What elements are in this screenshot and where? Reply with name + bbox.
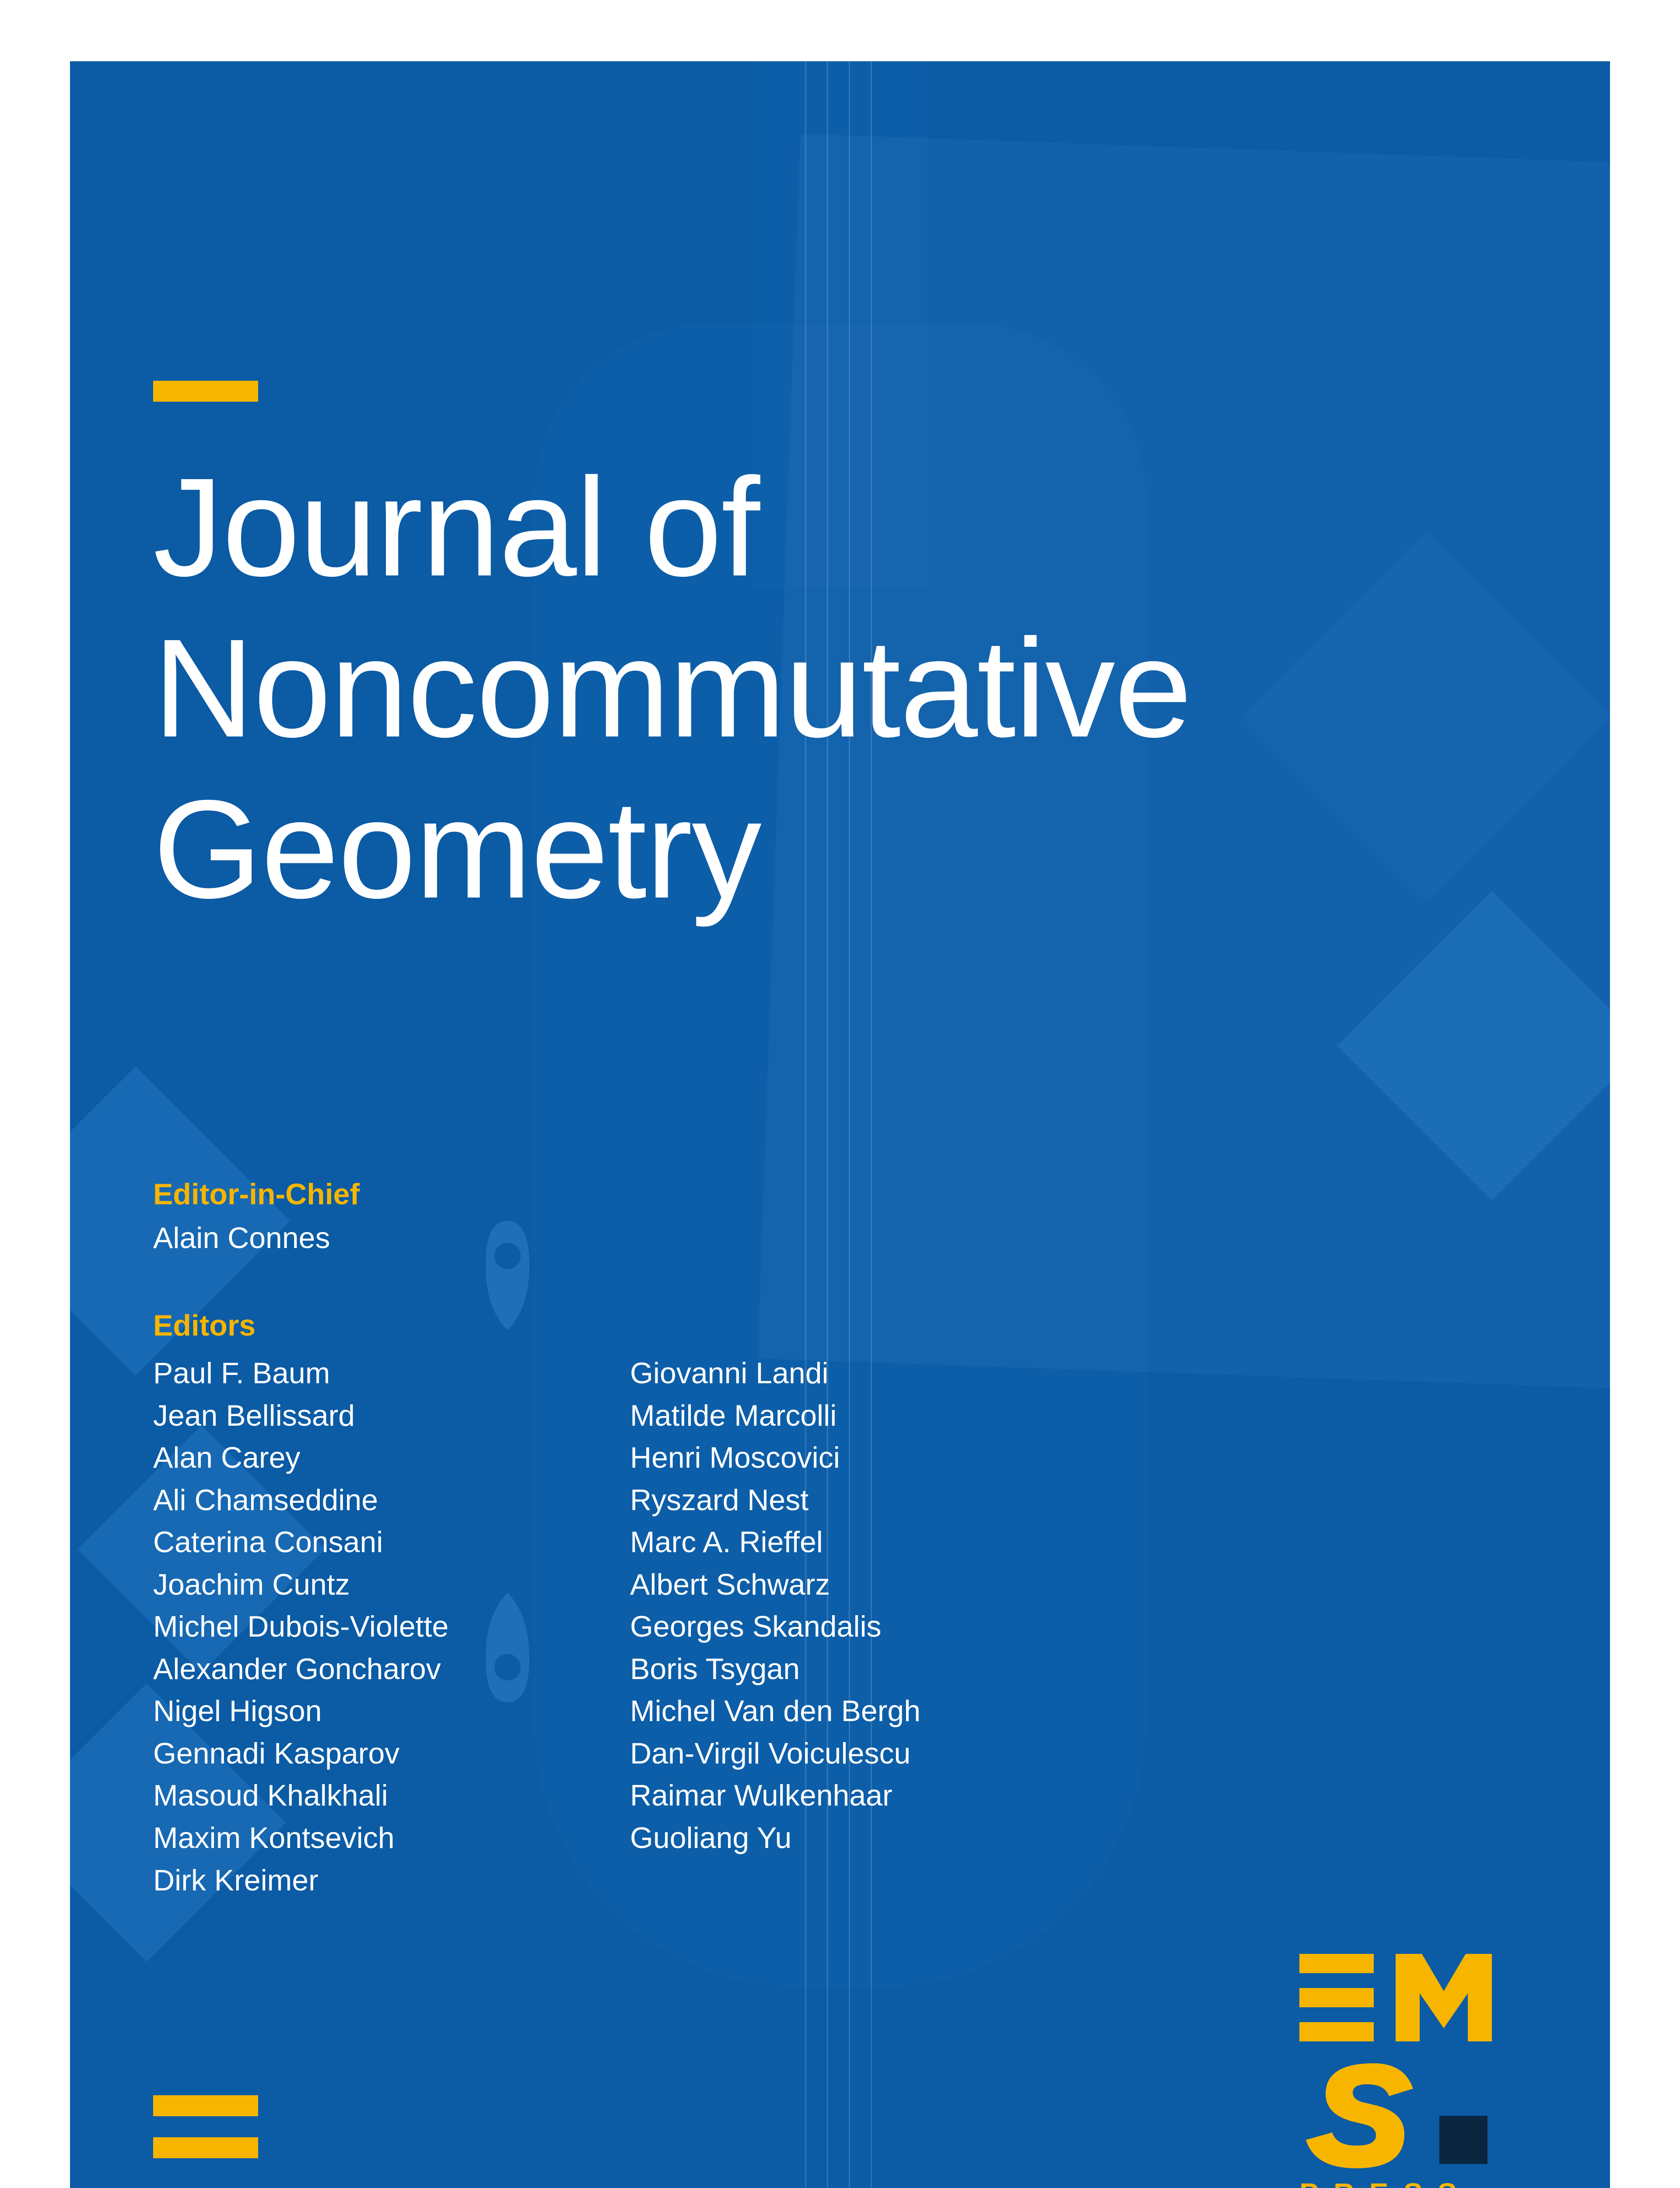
accent-bar xyxy=(153,2095,258,2116)
accent-bars-bottom xyxy=(153,2095,258,2179)
violin-strings xyxy=(796,61,884,2188)
editor-name: Dirk Kreimer xyxy=(153,1859,448,1902)
editor-name: Henri Moscovici xyxy=(630,1437,920,1479)
editor-name: Caterina Consani xyxy=(153,1521,448,1564)
editors-label: Editors xyxy=(153,1308,256,1343)
editors-column-1: Paul F. Baum Jean Bellissard Alan Carey … xyxy=(153,1352,448,1901)
journal-title: Journal of Noncommutative Geometry xyxy=(153,446,1191,929)
title-line: Journal of xyxy=(153,446,1191,607)
editor-name: Joachim Cuntz xyxy=(153,1564,448,1606)
editor-name: Ali Chamseddine xyxy=(153,1479,448,1522)
editor-name: Nigel Higson xyxy=(153,1690,448,1732)
ems-press-logo-icon: PRESS xyxy=(1299,1954,1509,2188)
title-line: Geometry xyxy=(153,768,1191,929)
editor-name: Giovanni Landi xyxy=(630,1352,920,1395)
editor-name: Masoud Khalkhali xyxy=(153,1774,448,1817)
violin-string xyxy=(805,61,806,2188)
editor-name: Michel Van den Bergh xyxy=(630,1690,920,1732)
accent-bar-top xyxy=(153,381,258,402)
editor-name: Ryszard Nest xyxy=(630,1479,920,1522)
editor-name: Jean Bellissard xyxy=(153,1395,448,1437)
editor-name: Georges Skandalis xyxy=(630,1606,920,1648)
title-line: Noncommutative xyxy=(153,607,1191,768)
editor-name: Raimar Wulkenhaar xyxy=(630,1774,920,1817)
editor-name: Marc A. Rieffel xyxy=(630,1521,920,1564)
journal-cover: Journal of Noncommutative Geometry Edito… xyxy=(70,61,1610,2188)
editor-name: Michel Dubois-Violette xyxy=(153,1606,448,1648)
editor-name: Paul F. Baum xyxy=(153,1352,448,1395)
svg-text:PRESS: PRESS xyxy=(1299,2177,1472,2188)
violin-string xyxy=(827,61,828,2188)
editors-column-2: Giovanni Landi Matilde Marcolli Henri Mo… xyxy=(630,1352,920,1859)
violin-string xyxy=(871,61,872,2188)
editor-name: Gennadi Kasparov xyxy=(153,1732,448,1775)
accent-bar xyxy=(153,2137,258,2158)
editor-name: Guoliang Yu xyxy=(630,1817,920,1859)
violin-string xyxy=(849,61,850,2188)
editor-name: Boris Tsygan xyxy=(630,1648,920,1690)
editor-name: Alan Carey xyxy=(153,1437,448,1479)
editor-name: Dan-Virgil Voiculescu xyxy=(630,1732,920,1775)
editor-in-chief-label: Editor-in-Chief xyxy=(153,1177,360,1211)
editor-in-chief-name: Alain Connes xyxy=(153,1221,330,1255)
publisher-logo: PRESS xyxy=(1299,1954,1509,2188)
editor-name: Albert Schwarz xyxy=(630,1564,920,1606)
editor-name: Matilde Marcolli xyxy=(630,1395,920,1437)
violin-f-hole xyxy=(464,1199,551,1724)
editor-name: Maxim Kontsevich xyxy=(153,1817,448,1859)
editor-name: Alexander Goncharov xyxy=(153,1648,448,1690)
